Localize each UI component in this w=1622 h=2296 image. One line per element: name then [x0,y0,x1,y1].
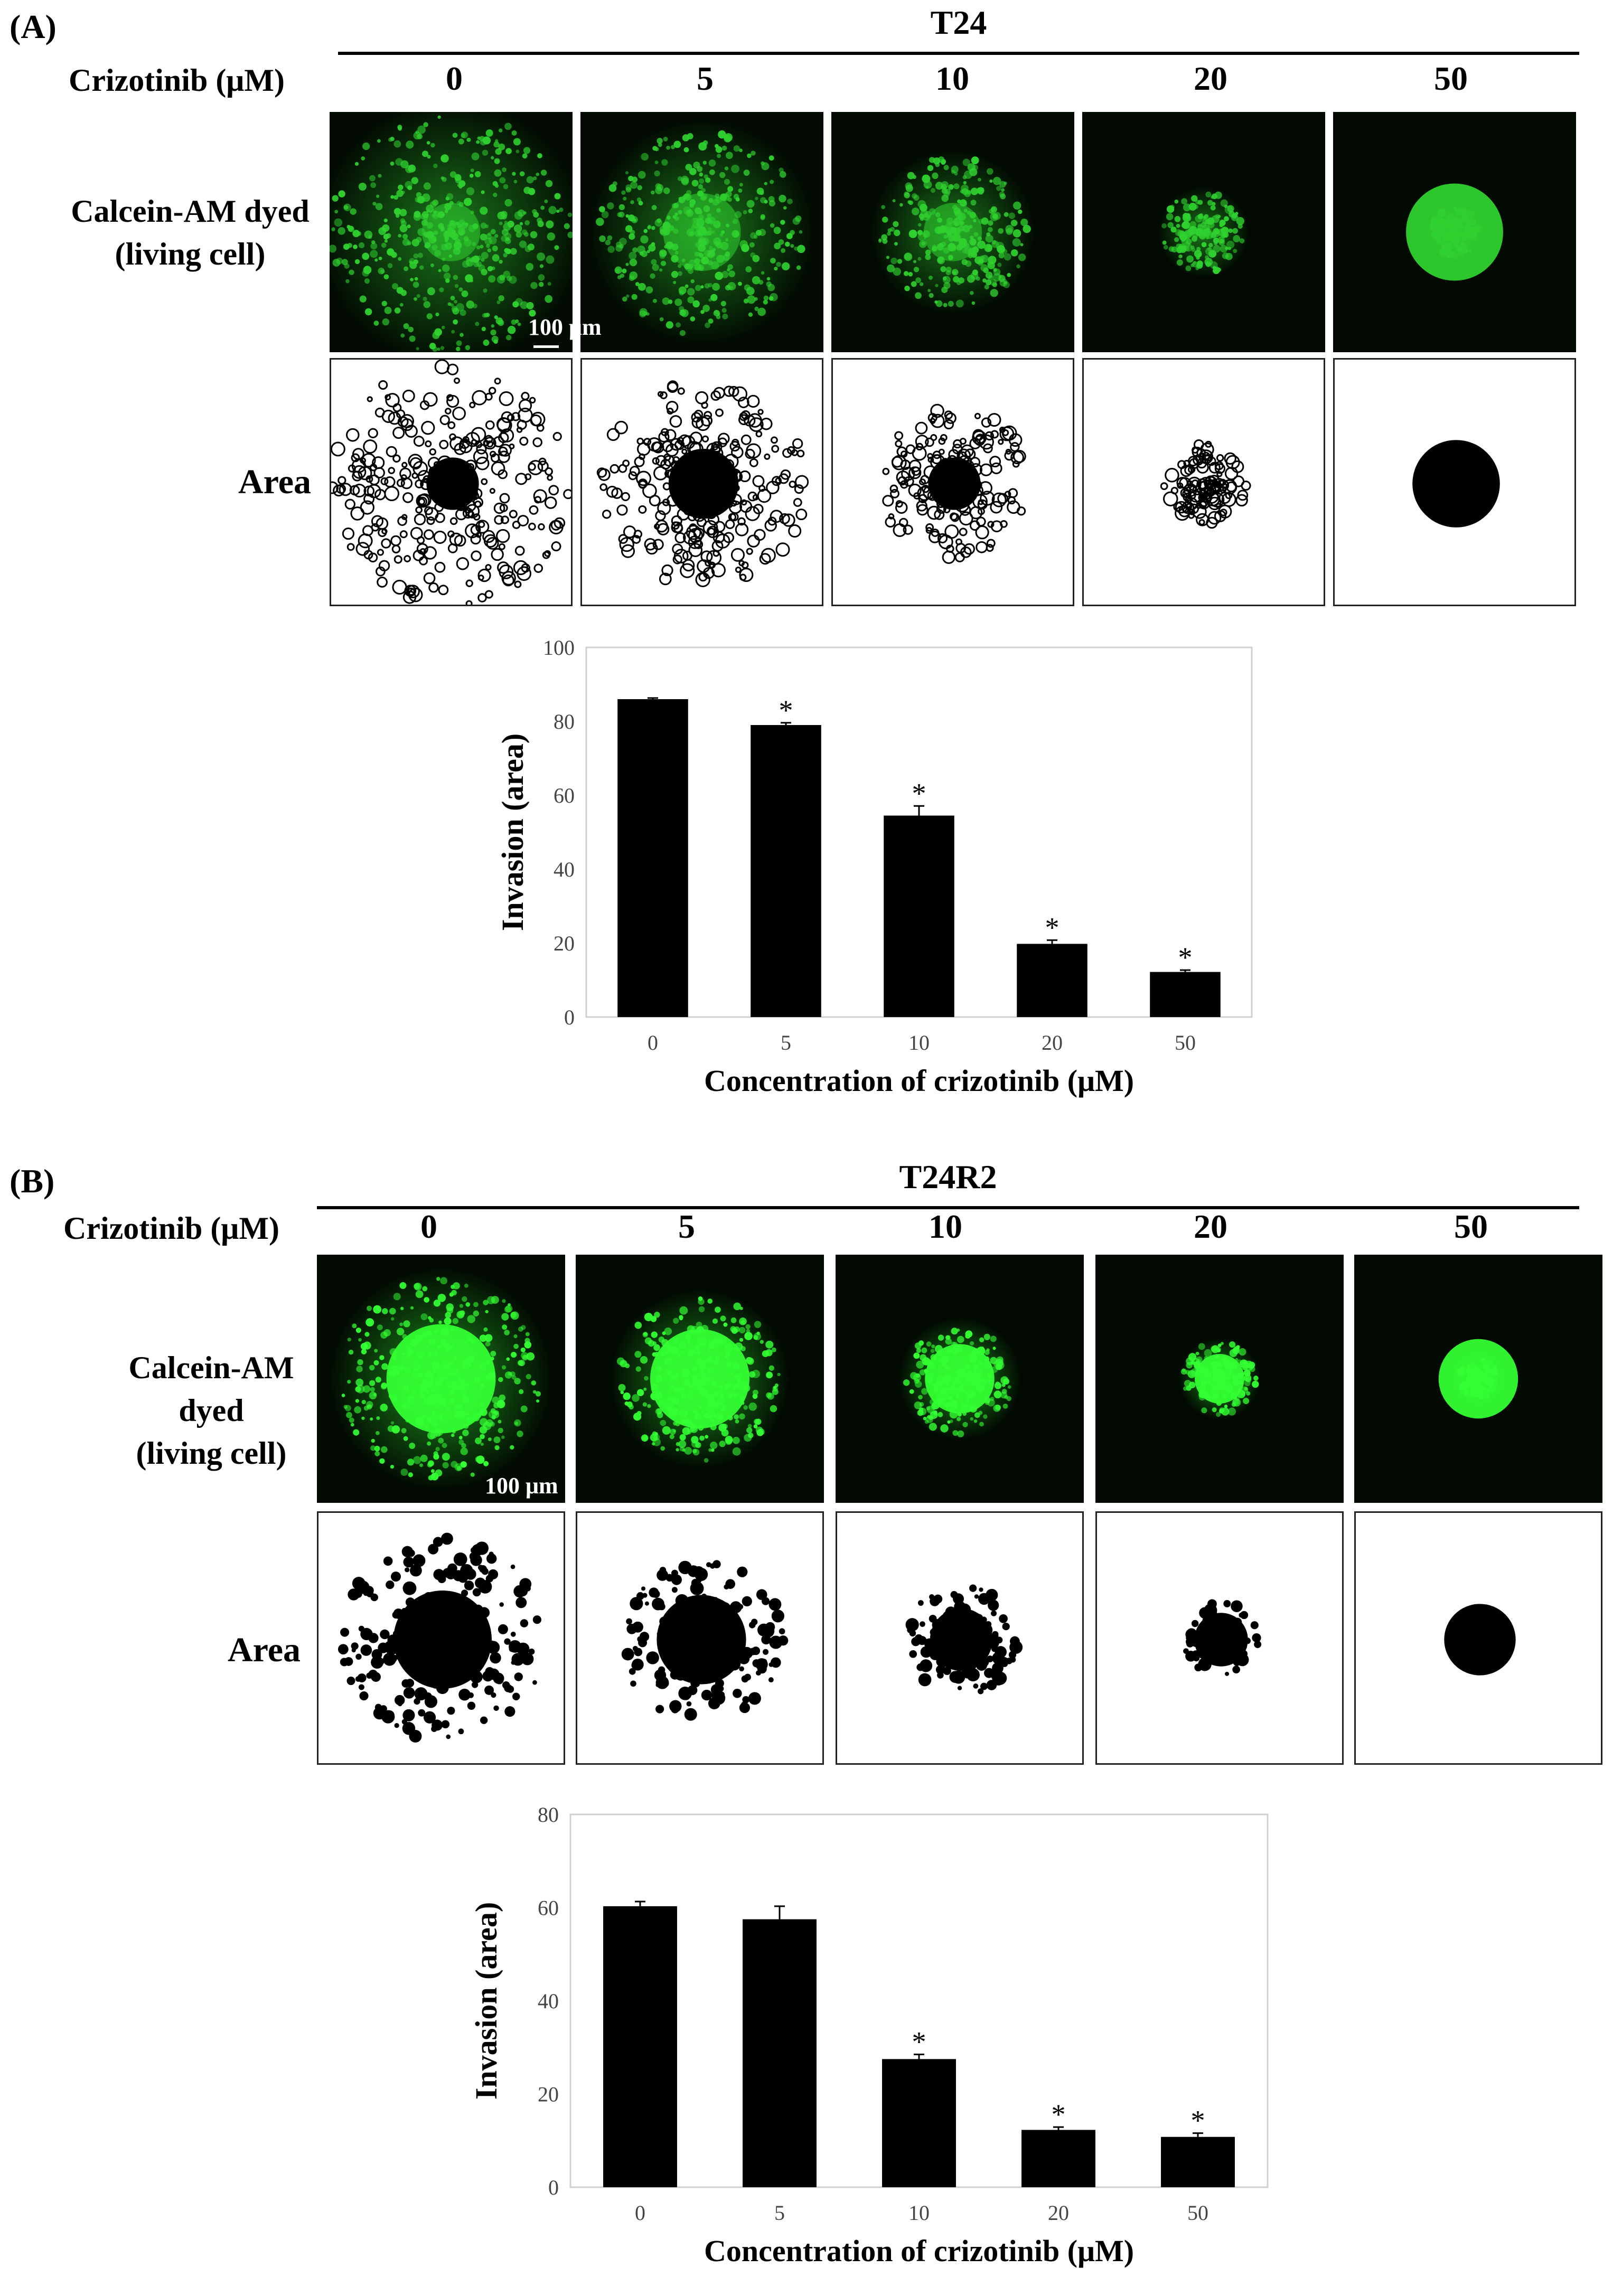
bar [1021,2130,1095,2187]
y-tick-label: 100 [543,636,575,660]
significance-marker: * [1045,911,1060,943]
fluorescence-image [1333,112,1576,352]
panel-a-row2-label: Area [238,463,312,501]
x-tick-label: 10 [908,2201,930,2225]
panel-a-label: (A) [10,8,57,45]
concentration-label: 50 [1434,60,1468,97]
area-mask-image [1354,1511,1602,1765]
y-tick-label: 80 [538,1803,559,1827]
fluorescence-image [330,112,573,352]
panel-b-title-rule [317,1206,1579,1209]
panel-b-row1-label-line: (living cell) [136,1436,287,1471]
scale-bar-label: 100 μm [528,314,602,340]
y-tick-label: 60 [538,1896,559,1920]
panel-b-row1-label-line: dyed [179,1393,244,1428]
area-mask-image [831,358,1074,606]
significance-marker: * [1191,2105,1205,2137]
bar [603,1906,677,2187]
panel-b-cell-line: T24R2 [899,1158,997,1196]
bar [1017,944,1087,1017]
concentration-label: 10 [929,1208,962,1245]
panel-b-row1-label: Calcein-AM dyed (living cell) [95,1347,327,1475]
concentration-label: 5 [678,1208,695,1245]
panel-b-row1-label-line: Calcein-AM [128,1350,294,1385]
y-tick-label: 40 [538,1989,559,2013]
y-tick-label: 40 [554,858,575,881]
fluorescence-image [580,112,823,352]
area-mask-image [580,358,823,606]
x-axis-title: Concentration of crizotinib (μM) [704,2234,1134,2268]
x-tick-label: 50 [1187,2201,1208,2225]
scale-bar [490,1504,515,1507]
x-axis-title: Concentration of crizotinib (μM) [704,1064,1134,1098]
y-axis-title: Invasion (area) [469,1902,503,2100]
fluorescence-image [1354,1255,1602,1503]
significance-marker: * [779,694,793,726]
panel-a-row1-label: Calcein-AM dyed (living cell) [58,190,322,276]
panel-b-treatment-label: Crizotinib (μM) [63,1211,279,1246]
area-mask-image [1095,1511,1344,1765]
area-mask-image [1333,358,1576,606]
bar [743,1919,817,2187]
concentration-label: 50 [1454,1208,1488,1245]
area-mask-image [836,1511,1084,1765]
significance-marker: * [912,777,926,809]
bar [751,725,821,1017]
concentration-label: 20 [1194,60,1227,97]
fluorescence-image [831,112,1074,352]
fluorescence-image [1082,112,1325,352]
panel-b-bar-chart: 0 20 40 60 80 0 5 * 10 * 20 * 50 Concentration of cri… [469,1803,1269,2268]
panel-a-title-rule [338,52,1579,55]
x-tick-label: 0 [635,2201,645,2225]
x-tick-label: 5 [774,2201,785,2225]
panel-a-cell-line: T24 [930,4,987,41]
fluorescence-image [836,1255,1084,1503]
y-tick-label: 20 [538,2083,559,2106]
significance-marker: * [1052,2099,1066,2130]
x-tick-label: 50 [1175,1031,1196,1055]
y-tick-label: 0 [548,2176,559,2199]
panel-b-row2-label: Area [227,1631,301,1669]
y-axis-title: Invasion (area) [495,733,530,931]
x-tick-label: 5 [781,1031,791,1055]
significance-marker: * [1178,942,1193,973]
y-tick-label: 20 [554,931,575,955]
bar [884,815,954,1017]
scale-bar [533,345,559,348]
panel-b-label: (B) [10,1162,55,1200]
concentration-label: 0 [420,1208,437,1245]
area-mask-image [317,1511,565,1765]
bar [1150,972,1221,1017]
area-mask-image [576,1511,824,1765]
x-tick-label: 10 [908,1031,930,1055]
x-tick-label: 0 [648,1031,658,1055]
area-mask-image [1082,358,1325,606]
y-tick-label: 60 [554,784,575,807]
area-mask-image [330,358,573,606]
y-tick-label: 0 [564,1005,575,1029]
bar [882,2059,956,2187]
fluorescence-image [317,1255,565,1503]
panel-a-row1-label-line: (living cell) [115,237,266,271]
concentration-label: 5 [697,60,714,97]
bar [617,699,688,1017]
fluorescence-image [1095,1255,1344,1503]
panel-a-row1-label-line: Calcein-AM dyed [71,194,310,229]
concentration-label: 0 [446,60,463,97]
scale-bar-label: 100 μm [485,1473,558,1499]
x-tick-label: 20 [1048,2201,1069,2225]
x-tick-label: 20 [1042,1031,1063,1055]
concentration-label: 20 [1194,1208,1227,1245]
bar [1161,2137,1235,2187]
y-tick-label: 80 [554,710,575,733]
panel-a-bar-chart: 0 20 40 60 80 100 0 * 5 * 10 * 20 * 50 Concentration of… [495,636,1253,1098]
fluorescence-image [576,1255,824,1503]
concentration-label: 10 [935,60,969,97]
panel-a-treatment-label: Crizotinib (μM) [69,63,285,98]
significance-marker: * [912,2026,926,2057]
